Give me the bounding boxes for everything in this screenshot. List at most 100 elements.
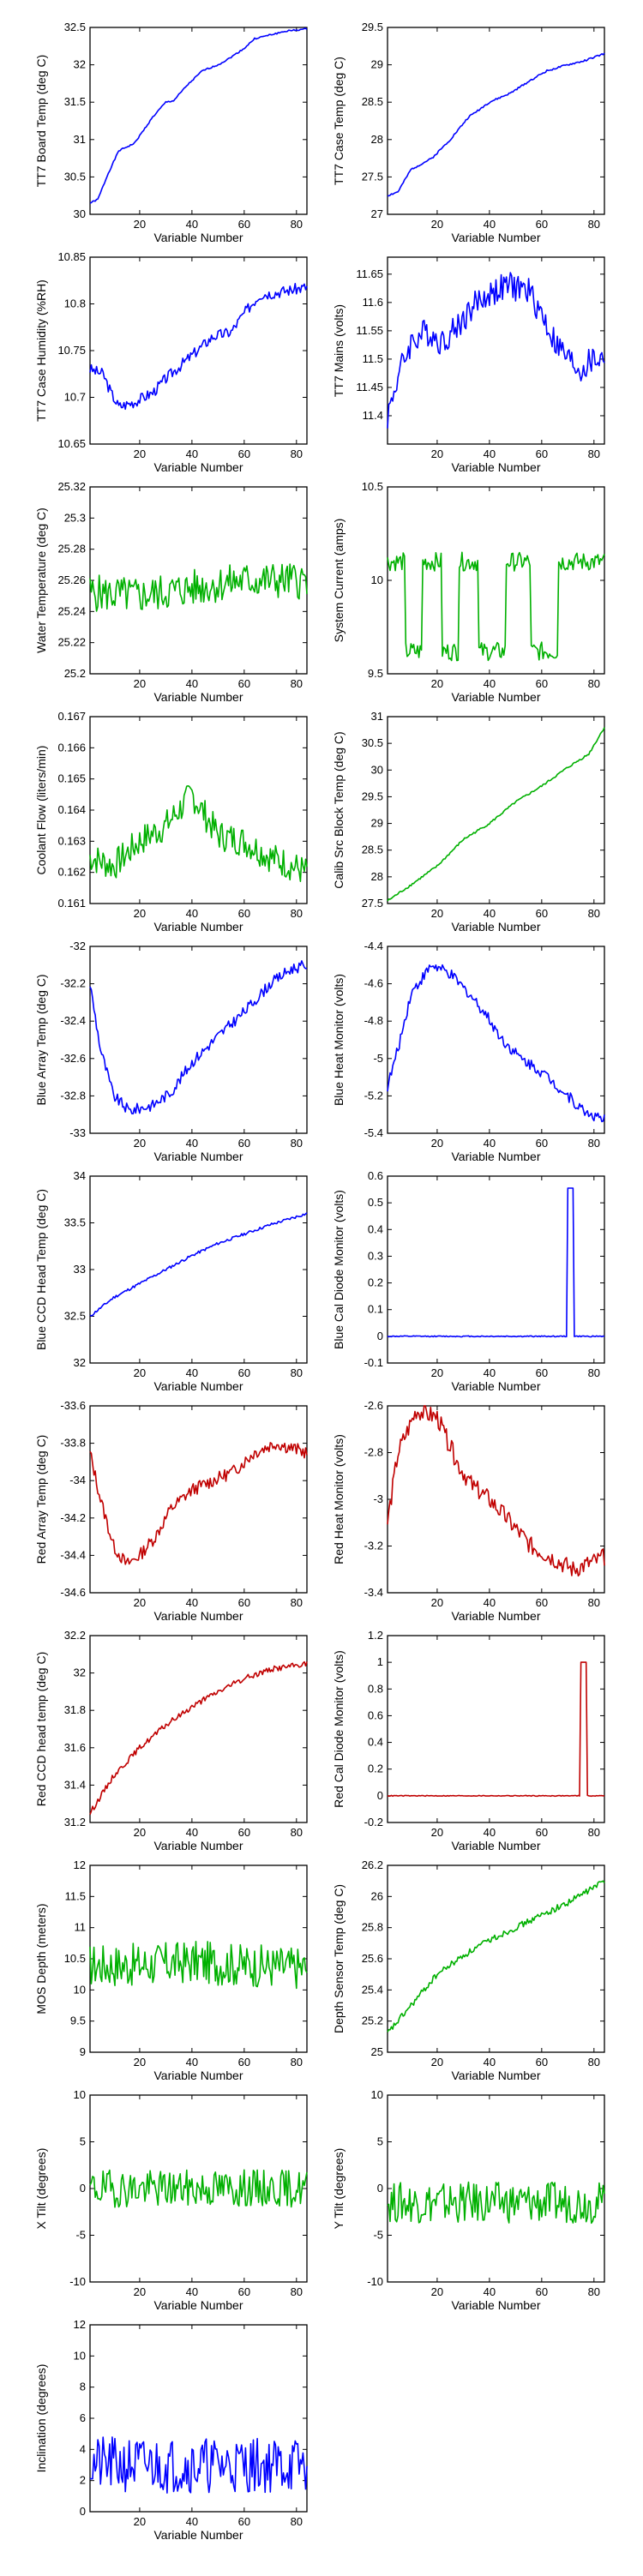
x-tick-label: 60 (536, 218, 548, 231)
x-tick-label: 40 (186, 1596, 198, 1609)
x-tick-label: 80 (291, 1826, 303, 1839)
chart-1: 20 40 60 80 30 30.5 31 31.5 32 32.5 Variable Numbe… (34, 21, 308, 244)
y-tick-label: 32 (74, 1356, 86, 1369)
y-tick-label: -5.4 (364, 1126, 383, 1139)
x-tick-label: 40 (186, 1366, 198, 1379)
y-tick-label: -5 (373, 1052, 383, 1065)
x-tick-label: 40 (186, 447, 198, 460)
x-tick-label: 20 (134, 2285, 146, 2298)
y-tick-label: 11.65 (356, 267, 383, 280)
y-tick-label: 31.4 (64, 1778, 86, 1791)
y-tick-label: 11.4 (363, 409, 383, 422)
series-line (89, 27, 308, 204)
y-axis-label: Inclination (degrees) (34, 2364, 48, 2473)
x-tick-label: 60 (238, 1596, 250, 1609)
y-axis-label: Blue Cal Diode Monitor (volts) (332, 1190, 346, 1349)
y-tick-label: 1 (377, 1655, 383, 1668)
y-tick-label: 4 (80, 2442, 86, 2455)
y-tick-label: 0.6 (368, 1708, 383, 1721)
y-tick-label: 0.6 (368, 1169, 383, 1182)
x-axis-label: Variable Number (153, 231, 243, 244)
x-axis-label: Variable Number (153, 1839, 243, 1852)
series-line (89, 1941, 308, 1990)
y-axis-label: Red Cal Diode Monitor (volts) (332, 1650, 346, 1808)
x-tick-label: 80 (588, 1137, 600, 1150)
y-tick-label: 10.8 (64, 297, 86, 310)
y-tick-label: 11.5 (65, 1889, 86, 1902)
chart-12: 20 40 60 80 -0.1 0 0.1 0.2 0.3 0.4 0.5 0.6 Variable … (332, 1169, 605, 1393)
x-axis-label: Variable Number (451, 460, 540, 474)
y-tick-label: 30 (74, 207, 86, 220)
y-tick-label: 0.1 (368, 1303, 383, 1316)
chart-16: 20 40 60 80 -0.2 0 0.2 0.4 0.6 0.8 1 1.2 Variable Nu… (332, 1629, 605, 1852)
y-tick-label: 25.26 (57, 573, 86, 586)
x-axis-label: Variable Number (451, 920, 540, 934)
y-tick-label: 28 (371, 870, 383, 883)
y-axis-label: Red CCD head temp (deg C) (34, 1652, 48, 1807)
x-tick-label: 80 (588, 2285, 600, 2298)
series-line (89, 1212, 308, 1317)
plot-area (387, 486, 605, 675)
x-tick-label: 40 (186, 1826, 198, 1839)
plot-area (387, 1635, 605, 1823)
x-axis-label: Variable Number (451, 1839, 540, 1852)
y-tick-label: 0.4 (368, 1222, 383, 1235)
y-tick-label: 32.2 (64, 1629, 86, 1642)
x-tick-label: 80 (291, 2515, 303, 2528)
x-tick-label: 60 (238, 2285, 250, 2298)
y-tick-label: -34.2 (60, 1511, 86, 1524)
y-tick-label: -32.8 (60, 1089, 86, 1102)
x-tick-label: 60 (536, 1366, 548, 1379)
y-tick-label: 32 (74, 58, 86, 71)
plot-area (89, 1635, 308, 1823)
y-tick-label: 25.22 (57, 636, 86, 649)
series-line (387, 1405, 605, 1577)
y-tick-label: -33.8 (60, 1437, 86, 1450)
series-line (89, 960, 308, 1114)
x-axis-label: Variable Number (153, 1379, 243, 1393)
y-tick-label: 5 (377, 2135, 383, 2148)
x-tick-label: 80 (291, 1366, 303, 1379)
y-tick-label: 34 (74, 1169, 86, 1182)
plot-area (387, 27, 605, 215)
y-tick-label: 0.166 (57, 741, 86, 754)
y-tick-label: 11.45 (356, 381, 383, 393)
x-axis-label: Variable Number (153, 2528, 243, 2542)
x-tick-label: 60 (536, 1137, 548, 1150)
y-tick-label: 31 (74, 133, 86, 146)
x-tick-label: 60 (536, 907, 548, 920)
chart-19: 20 40 60 80 -10 -5 0 5 10 Variable Number X Tilt (… (34, 2088, 308, 2312)
x-tick-label: 80 (291, 2056, 303, 2069)
y-tick-label: 5 (80, 2135, 86, 2148)
x-tick-label: 60 (536, 677, 548, 690)
y-axis-label: System Current (amps) (332, 519, 346, 643)
x-tick-label: 20 (134, 1596, 146, 1609)
y-axis-label: TT7 Case Humidity (%RH) (34, 279, 48, 422)
y-tick-label: 29.5 (362, 790, 383, 802)
chart-11: 20 40 60 80 32 32.5 33 33.5 34 Variable Number Blu… (34, 1169, 308, 1393)
y-tick-label: 11.5 (363, 352, 383, 365)
x-tick-label: 80 (588, 677, 600, 690)
y-tick-label: 6 (80, 2411, 86, 2424)
y-tick-label: 10 (74, 2088, 86, 2101)
y-axis-label: TT7 Case Temp (deg C) (332, 57, 346, 185)
x-tick-label: 20 (431, 907, 443, 920)
series-line (387, 2181, 605, 2225)
plot-area (89, 27, 308, 215)
y-tick-label: 29.5 (362, 21, 383, 33)
y-tick-label: 1.2 (368, 1629, 383, 1642)
plot-area (387, 1405, 605, 1594)
x-tick-label: 80 (588, 1596, 600, 1609)
y-tick-label: 10.85 (57, 250, 86, 263)
y-tick-label: -10 (367, 2275, 383, 2288)
y-tick-label: 0.8 (368, 1682, 383, 1695)
x-tick-label: 40 (484, 1826, 496, 1839)
x-tick-label: 40 (186, 2285, 198, 2298)
y-tick-label: 28 (371, 133, 383, 146)
y-tick-label: 30.5 (362, 736, 383, 749)
series-line (89, 1442, 308, 1565)
chart-13: 20 40 60 80 -34.6 -34.4 -34.2 -34 -33.8 -33.6 Vari… (34, 1399, 308, 1623)
y-tick-label: 29 (371, 58, 383, 71)
y-tick-label: 10.75 (57, 344, 86, 357)
